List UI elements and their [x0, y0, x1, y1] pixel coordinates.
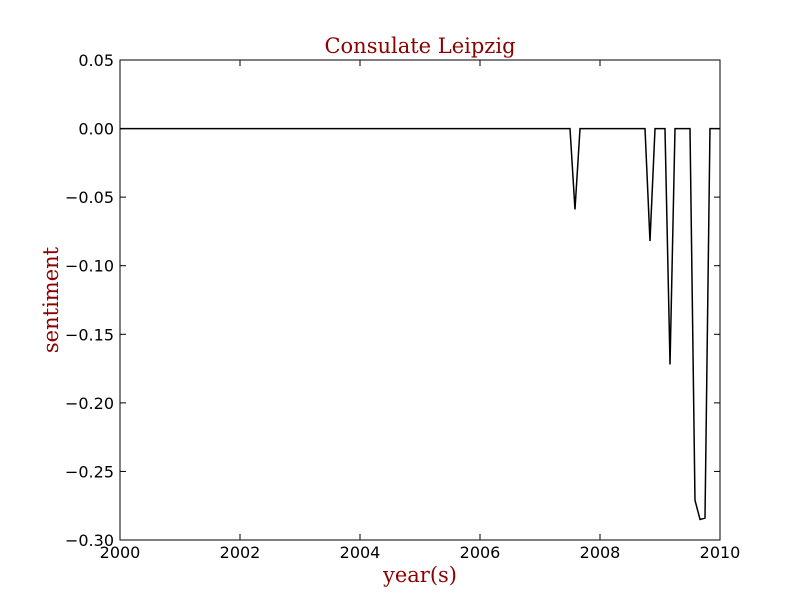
y-tick-label: −0.15: [65, 325, 114, 344]
y-tick-label: −0.05: [65, 188, 114, 207]
y-axis-title: sentiment: [39, 246, 63, 353]
x-tick-label: 2002: [220, 543, 261, 562]
x-tick-label: 2000: [100, 543, 141, 562]
x-tick-label: 2006: [460, 543, 501, 562]
series-line: [120, 127, 720, 521]
y-tick-label: −0.25: [65, 462, 114, 481]
y-tick-label: 0.00: [78, 120, 114, 139]
series-layer: [120, 127, 720, 521]
y-tick-label: −0.10: [65, 257, 114, 276]
x-tick-label: 2008: [580, 543, 621, 562]
y-tick-label: 0.05: [78, 51, 114, 70]
x-tick-label: 2010: [700, 543, 741, 562]
y-tick-label: −0.20: [65, 394, 114, 413]
plot-area-frame: [119, 59, 721, 541]
y-tick-label: −0.30: [65, 531, 114, 550]
axis-ticks: 2000 2002 2004 2006 2008 2010 0.05 0.00 −0.05 −0.…: [65, 51, 740, 562]
x-axis-title: year(s): [382, 563, 457, 587]
x-tick-label: 2004: [340, 543, 381, 562]
chart-title: Consulate Leipzig: [324, 34, 515, 58]
